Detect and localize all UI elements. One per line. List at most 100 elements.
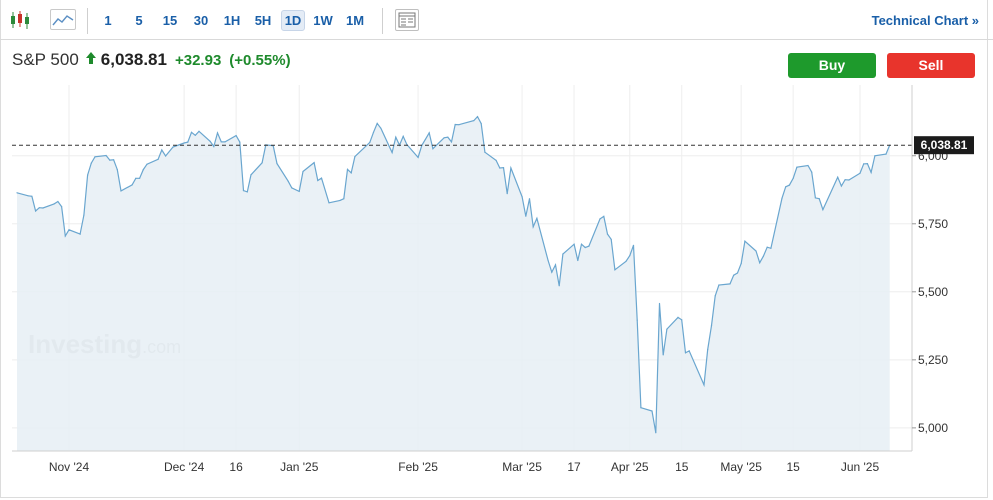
data-point	[79, 233, 81, 235]
data-point	[610, 238, 612, 240]
y-tick-label: 5,750	[918, 217, 948, 231]
x-tick-label: Jun '25	[841, 460, 880, 474]
data-point	[681, 319, 683, 321]
data-point	[473, 120, 475, 122]
data-point	[807, 164, 809, 167]
data-point	[120, 190, 122, 192]
data-point	[870, 171, 872, 173]
data-point	[584, 246, 586, 249]
data-point	[343, 198, 345, 200]
data-point	[632, 244, 635, 246]
data-point	[733, 274, 735, 276]
data-point	[261, 162, 263, 164]
data-point	[536, 217, 538, 219]
data-point	[588, 245, 590, 247]
data-point	[484, 151, 486, 153]
instrument-name: S&P 500	[12, 50, 79, 69]
data-point	[313, 162, 315, 164]
data-point	[213, 145, 215, 148]
timeframe-1h[interactable]: 1H	[223, 13, 241, 28]
timeframe-15[interactable]: 15	[162, 13, 178, 28]
data-point	[714, 295, 716, 297]
data-point	[131, 184, 133, 186]
data-point	[629, 255, 631, 257]
timeframe-1m[interactable]: 1M	[345, 13, 365, 28]
data-point	[506, 193, 508, 195]
data-point	[302, 170, 304, 173]
data-point	[38, 207, 40, 209]
data-point	[183, 142, 185, 144]
data-point	[848, 179, 850, 181]
technical-chart-link[interactable]: Technical Chart »	[871, 13, 979, 28]
data-point	[499, 167, 501, 169]
data-point	[113, 159, 115, 161]
x-tick-label: Jan '25	[280, 460, 319, 474]
data-point	[187, 141, 189, 143]
data-point	[814, 197, 817, 199]
data-point	[246, 191, 248, 193]
timeframe-1[interactable]: 1	[104, 13, 112, 28]
data-point	[424, 138, 427, 140]
data-point	[759, 262, 761, 264]
data-point	[454, 123, 456, 126]
data-point	[614, 269, 616, 271]
data-point	[744, 240, 746, 242]
data-point	[142, 169, 144, 171]
data-point	[291, 187, 293, 189]
data-point	[770, 247, 772, 249]
data-point	[521, 196, 523, 198]
timeframe-5[interactable]: 5	[135, 13, 143, 28]
data-point	[198, 130, 200, 132]
area-chart-icon[interactable]	[50, 9, 76, 30]
y-tick-label: 5,500	[918, 285, 948, 299]
data-point	[135, 177, 137, 179]
data-point	[391, 151, 393, 154]
data-point	[31, 195, 33, 197]
data-point	[551, 271, 553, 273]
data-point	[666, 328, 668, 330]
data-point	[736, 272, 739, 274]
x-tick-label: Feb '25	[398, 460, 438, 474]
buy-button[interactable]: Buy	[788, 53, 876, 78]
data-point	[53, 203, 55, 205]
timeframe-1w[interactable]: 1W	[313, 13, 333, 28]
data-point	[837, 176, 839, 178]
sell-button[interactable]: Sell	[887, 53, 975, 78]
data-point	[480, 123, 482, 125]
data-point	[885, 153, 887, 155]
timeframe-30[interactable]: 30	[193, 13, 209, 28]
data-point	[242, 190, 245, 192]
price-chart[interactable]: Investing.com5,0005,2505,5005,7506,000No…	[0, 85, 993, 500]
data-point	[90, 162, 92, 164]
data-point	[443, 137, 445, 139]
data-point	[417, 156, 419, 158]
data-point	[458, 124, 460, 126]
data-point	[822, 209, 824, 211]
data-point	[298, 190, 300, 192]
data-point	[287, 180, 289, 182]
x-tick-label: Dec '24	[164, 460, 205, 474]
timeframe-1d[interactable]: 1D	[281, 10, 305, 31]
x-tick-label: 16	[229, 460, 243, 474]
data-point	[109, 159, 111, 161]
data-point	[818, 198, 820, 200]
data-point	[547, 259, 549, 262]
toolbar-divider	[87, 8, 88, 34]
data-point	[432, 148, 434, 150]
x-tick-label: Mar '25	[502, 460, 542, 474]
data-point	[740, 262, 742, 265]
candlestick-chart-icon[interactable]	[8, 9, 32, 31]
y-tick-label: 5,250	[918, 353, 948, 367]
data-point	[495, 159, 497, 161]
chart-toolbar: 1 5 15 30 1H 5H 1D 1W 1M Technical Chart »	[0, 0, 993, 40]
table-view-icon[interactable]	[395, 9, 419, 31]
data-point	[766, 246, 768, 248]
price-change-percent: (+0.55%)	[229, 51, 291, 69]
timeframe-5h[interactable]: 5H	[254, 13, 272, 28]
data-point	[209, 140, 211, 142]
data-point	[317, 179, 319, 182]
data-point	[625, 260, 627, 262]
data-point	[755, 250, 757, 252]
data-point	[447, 136, 449, 138]
